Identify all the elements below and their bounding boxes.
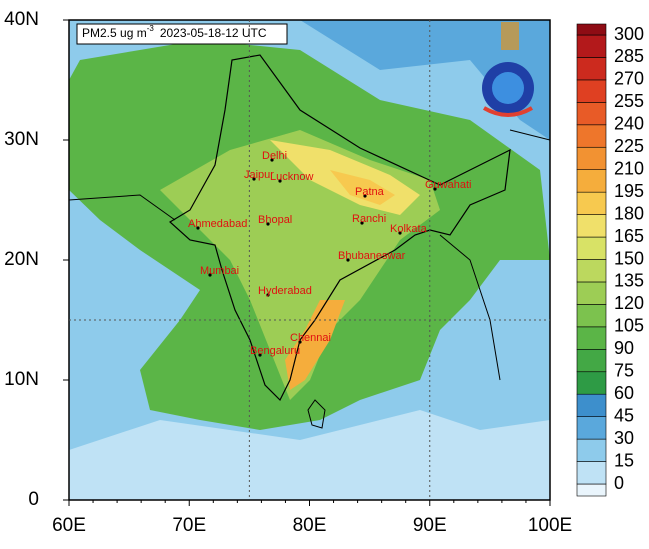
colorbar-box <box>576 393 607 417</box>
city-dot <box>258 353 262 357</box>
city-label: Lucknow <box>270 171 313 183</box>
city-label: Bhopal <box>258 214 292 226</box>
city-label: Bhubaneswar <box>338 250 406 262</box>
colorbar-box <box>576 438 607 462</box>
city-dot <box>298 340 302 344</box>
city-dot <box>252 177 256 181</box>
colorbar-box <box>576 57 607 81</box>
city-label: Delhi <box>262 150 287 162</box>
city-label: Bengaluru <box>250 345 300 357</box>
colorbar-label: 300 <box>614 24 644 44</box>
colorbar-label: 195 <box>614 181 644 201</box>
colorbar-label: 255 <box>614 91 644 111</box>
colorbar-label: 150 <box>614 248 644 268</box>
y-tick-label: 40N <box>4 9 39 30</box>
colorbar-label: 165 <box>614 226 644 246</box>
colorbar-label: 60 <box>614 383 634 403</box>
x-tick-label: 80E <box>293 515 327 536</box>
city-label: Jaipur <box>244 169 274 181</box>
colorbar-label: 75 <box>614 361 634 381</box>
colorbar-label: 30 <box>614 428 634 448</box>
colorbar-label: 210 <box>614 158 644 178</box>
title-time: 2023-05-18-12 UTC <box>160 26 267 40</box>
city-dot <box>346 258 350 262</box>
city-dot <box>278 179 282 183</box>
city-label: Guwahati <box>425 179 471 191</box>
city-label: Kolkata <box>390 223 428 235</box>
colorbar-label: 90 <box>614 338 634 358</box>
colorbar-box <box>576 371 607 395</box>
colorbar-box <box>576 169 607 193</box>
colorbar-box <box>576 236 607 260</box>
orange-field <box>330 170 395 205</box>
x-tick-label: 60E <box>52 515 86 536</box>
colorbar-box <box>576 416 607 440</box>
colorbar-label: 285 <box>614 46 644 66</box>
colorbar-box <box>576 304 607 328</box>
colorbar-box <box>576 348 607 373</box>
logo-ribbon <box>482 106 534 117</box>
border-lines <box>69 129 550 381</box>
city-dot <box>398 231 402 235</box>
y-tick-label: 20N <box>4 249 39 270</box>
y-tick-label: 30N <box>4 129 39 150</box>
colorbar-box <box>576 483 607 497</box>
city-dot <box>208 273 212 277</box>
sri-lanka-outline <box>307 399 326 429</box>
colorbar-box <box>576 281 607 305</box>
city-dot <box>270 158 274 162</box>
x-tick-label: 100E <box>528 515 572 536</box>
colorbar-box <box>576 146 607 171</box>
colorbar-box <box>576 461 607 485</box>
colorbar-box <box>576 124 607 148</box>
y-tick-label: 10N <box>4 369 39 390</box>
colorbar-box <box>576 102 607 126</box>
city-label: Hyderabad <box>258 285 312 297</box>
south-field <box>69 410 550 500</box>
colorbar-box <box>576 259 607 283</box>
colorbar-label: 135 <box>614 271 644 291</box>
colorbar-label: 270 <box>614 69 644 89</box>
colorbar-label: 225 <box>614 136 644 156</box>
imd-logo-inner <box>492 72 524 104</box>
colorbar-label: 15 <box>614 450 634 470</box>
city-label: Patna <box>355 186 385 198</box>
city-dot <box>433 187 437 191</box>
colorbar-box <box>576 34 607 58</box>
y-tick-label: 0 <box>28 489 39 510</box>
x-tick-label: 90E <box>413 515 447 536</box>
emblem <box>501 22 519 50</box>
city-label: Chennai <box>290 332 331 344</box>
coast-field <box>285 300 345 390</box>
colorbar-box <box>576 23 607 36</box>
colorbar-box <box>576 191 607 215</box>
title-box <box>76 23 288 45</box>
x-tick-label: 70E <box>172 515 206 536</box>
colorbar-label: 120 <box>614 293 644 313</box>
title-superscript: -3 <box>147 24 155 33</box>
colorbar-label: 180 <box>614 203 644 223</box>
city-dot <box>266 222 270 226</box>
colorbar-box <box>576 79 607 103</box>
colorbar-label: 105 <box>614 316 644 336</box>
logo <box>482 22 534 117</box>
colorbar-label: 0 <box>614 473 624 493</box>
colorbar-box <box>576 214 607 238</box>
city-dot <box>196 226 200 230</box>
city-dot <box>360 221 364 225</box>
title-prefix: PM2.5 ug m <box>82 26 147 40</box>
colorbar-label: 45 <box>614 405 634 425</box>
colorbar-label: 240 <box>614 114 644 134</box>
city-label: Ahmedabad <box>188 218 247 230</box>
pm25-field <box>69 20 550 500</box>
city-label: Mumbai <box>200 265 239 277</box>
city-dot <box>363 194 367 198</box>
city-dot <box>266 293 270 297</box>
title: PM2.5 ug m-3 2023-05-18-12 UTC <box>82 24 267 40</box>
city-label: Ranchi <box>352 213 386 225</box>
colorbar-box <box>576 326 607 350</box>
